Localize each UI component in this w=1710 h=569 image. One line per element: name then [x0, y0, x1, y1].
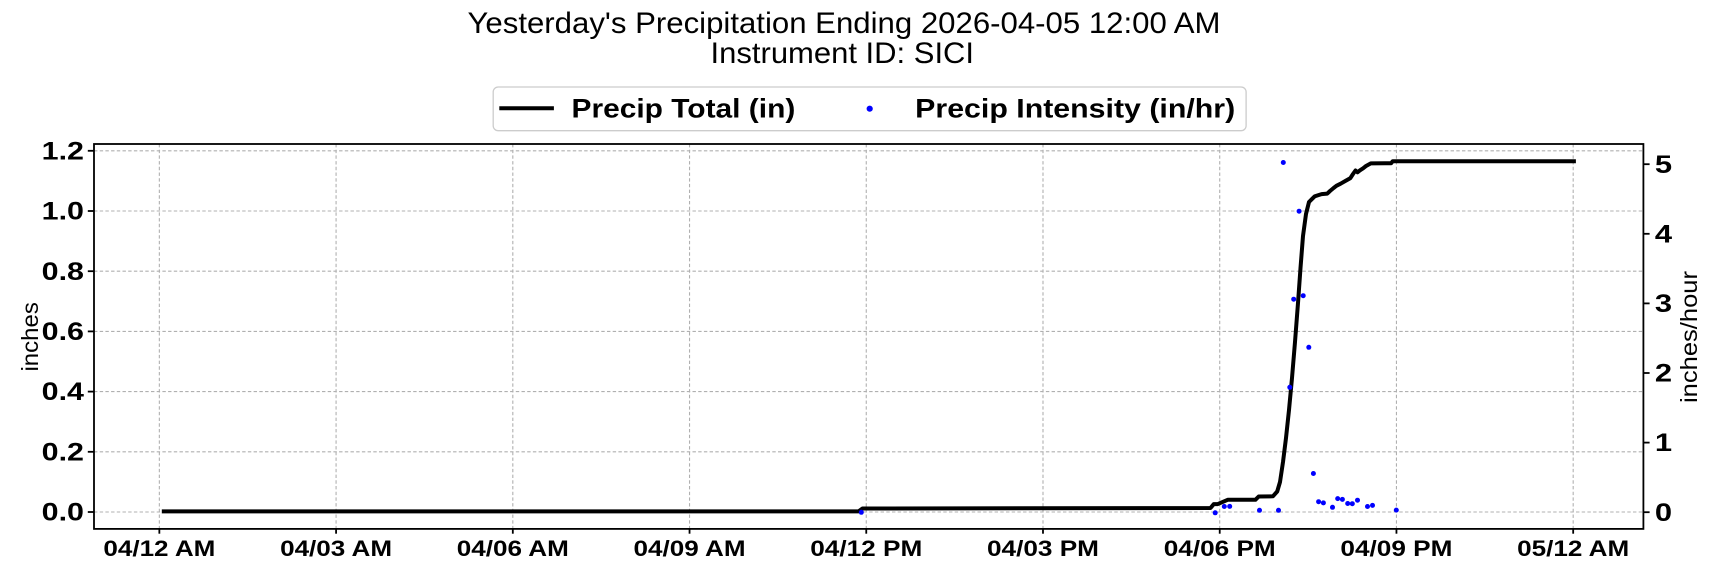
- svg-text:Instrument ID: SICI: Instrument ID: SICI: [711, 37, 975, 70]
- svg-text:05/12 AM: 05/12 AM: [1517, 536, 1629, 561]
- svg-text:0.6: 0.6: [42, 318, 84, 346]
- svg-text:04/03 PM: 04/03 PM: [987, 536, 1099, 561]
- svg-text:0: 0: [1655, 499, 1672, 527]
- svg-text:0.0: 0.0: [42, 499, 84, 527]
- svg-text:1: 1: [1655, 429, 1672, 457]
- svg-text:4: 4: [1655, 220, 1672, 248]
- svg-text:0.2: 0.2: [42, 438, 84, 466]
- svg-text:Precip Total (in): Precip Total (in): [572, 94, 796, 124]
- svg-text:0.8: 0.8: [42, 258, 84, 286]
- svg-text:5: 5: [1655, 151, 1672, 179]
- svg-text:1.0: 1.0: [42, 198, 84, 226]
- svg-text:0.4: 0.4: [42, 378, 84, 406]
- svg-text:04/09 PM: 04/09 PM: [1340, 536, 1452, 561]
- svg-text:inches/hour: inches/hour: [1676, 271, 1702, 403]
- svg-text:04/06 AM: 04/06 AM: [457, 536, 569, 561]
- svg-text:04/12 PM: 04/12 PM: [810, 536, 922, 561]
- svg-text:2: 2: [1655, 360, 1672, 388]
- svg-text:04/12 AM: 04/12 AM: [103, 536, 215, 561]
- svg-text:04/09 AM: 04/09 AM: [634, 536, 746, 561]
- svg-text:04/03 AM: 04/03 AM: [280, 536, 392, 561]
- svg-text:3: 3: [1655, 290, 1672, 318]
- svg-text:1.2: 1.2: [42, 137, 84, 165]
- svg-text:04/06 PM: 04/06 PM: [1164, 536, 1276, 561]
- svg-text:Yesterday's Precipitation Endi: Yesterday's Precipitation Ending 2026-04…: [468, 7, 1221, 40]
- svg-text:inches: inches: [17, 302, 43, 372]
- svg-text:Precip Intensity (in/hr): Precip Intensity (in/hr): [915, 94, 1235, 124]
